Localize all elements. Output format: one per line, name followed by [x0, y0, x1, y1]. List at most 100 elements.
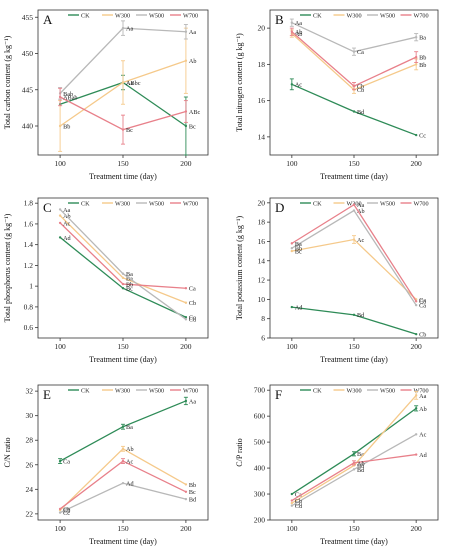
panel-b-xtick-label: 150	[348, 159, 360, 168]
panel-c-ylabel: Total phosphorus content (g kg⁻¹)	[3, 213, 12, 322]
panel-d-data-label-w500: Ab	[357, 208, 365, 215]
panel-d-ytick-label: 18	[258, 218, 266, 227]
panel-e-legend-label-ck: CK	[81, 387, 90, 394]
panel-d-point-ck	[414, 332, 418, 336]
panel-f-legend-label-ck: CK	[313, 387, 322, 394]
panel-b-data-label-w300: Ab	[295, 31, 303, 38]
panel-a-point-w300	[58, 124, 62, 128]
panel-c-point-ck	[184, 316, 188, 319]
panel-d-ytick-label: 16	[258, 237, 266, 246]
panel-e-xtick-label: 100	[54, 524, 66, 533]
panel-e-point-w500	[121, 481, 125, 485]
panel-d-data-label-w300: Ca	[419, 297, 426, 304]
panel-c-point-w500	[58, 208, 62, 211]
panel-a-data-label-ck: Aa	[126, 80, 133, 87]
panel-f-point-w500	[352, 468, 356, 471]
panel-d-point-w700	[414, 300, 418, 303]
panel-c-point-w500	[184, 318, 188, 321]
panel-e-xtick-label: 200	[180, 524, 192, 533]
panel-e-data-label-w500: Bd	[189, 497, 197, 504]
panel-b-data-label-ck: Bd	[357, 109, 365, 116]
panel-e-legend-label-w300: W300	[115, 387, 130, 394]
panel-e-point-w700	[121, 459, 125, 463]
panel-d-point-w500	[352, 209, 356, 212]
panel-f-series-line-w300	[291, 394, 417, 504]
panel-b-data-label-w300: Cb	[357, 87, 364, 94]
panel-e-ytick-label: 26	[26, 460, 34, 469]
panel-f-data-label-ck: Ab	[419, 406, 427, 413]
panel-f-ytick-label: 500	[254, 438, 266, 447]
panel-d-ytick-label: 12	[258, 276, 266, 285]
panel-d-data-label-w700: Aa	[357, 202, 364, 209]
panel-f-data-label-ck: Ca	[295, 491, 302, 498]
panel-f-ytick-label: 200	[254, 516, 266, 525]
panel-e-point-w500	[184, 497, 188, 501]
panel-a-legend-label-w700: W700	[183, 12, 198, 19]
panel-d-legend-label-w500: W500	[380, 200, 395, 207]
panel-a-ylabel: Total carbon content (g kg⁻¹)	[3, 35, 12, 129]
panel-b-point-w500	[290, 21, 294, 24]
panel-e-ytick-label: 30	[26, 411, 34, 420]
panel-f-ytick-label: 700	[254, 386, 266, 395]
panel-d-series-line-ck	[291, 306, 417, 335]
panel-b-point-ck	[290, 83, 294, 86]
panel-a-point-w300	[121, 81, 125, 84]
panel-f-legend-label-w300: W300	[347, 387, 362, 394]
panel-a-data-label-w300: Bb	[63, 123, 70, 130]
panel-e-point-ck	[58, 459, 62, 463]
panel-a-xlabel: Treatment time (day)	[89, 172, 157, 181]
panel-d-data-label-w300: Ac	[357, 237, 364, 244]
panel-f-legend-label-w500: W500	[380, 387, 395, 394]
panel-f-data-label-w700: Cb	[295, 498, 302, 505]
panel-a-point-w700	[58, 95, 62, 99]
panel-d-legend-label-w700: W700	[414, 200, 429, 207]
panel-f-point-w700	[352, 461, 356, 465]
panel-a-data-label-w300: ABbc	[126, 80, 141, 87]
panel-b-xtick-label: 100	[286, 159, 298, 168]
panel-b-point-w500	[414, 35, 418, 39]
panel-c-data-label-w700: Bb	[126, 281, 133, 288]
panel-b-legend-label-w700: W700	[414, 12, 429, 19]
panel-c-data-label-w700: Ca	[189, 286, 196, 293]
panel-b-legend-label-w300: W300	[347, 12, 362, 19]
panel-d-point-w700	[352, 203, 356, 206]
panel-a-point-w700	[121, 128, 125, 131]
panel-b-ytick-label: 14	[258, 132, 266, 141]
panel-f-xlabel: Treatment time (day)	[320, 537, 388, 546]
panel-d-data-label-w300: Bc	[295, 249, 302, 256]
panel-b-data-label-w700: Ab	[295, 29, 303, 36]
panel-b-xlabel: Treatment time (day)	[320, 172, 388, 181]
panel-c-ytick-label: 1.2	[24, 261, 34, 270]
panel-f-point-w300	[290, 501, 294, 505]
panel-d-ytick-label: 20	[258, 198, 266, 207]
panel-f-data-label-w700: Ad	[419, 452, 427, 459]
panel-d-series-line-w300	[291, 238, 417, 300]
panel-c-xlabel: Treatment time (day)	[89, 355, 157, 364]
panel-a-ytick-label: 440	[22, 122, 34, 131]
panel-d-point-ck	[290, 305, 294, 309]
panel-f-data-label-w300: Cc	[295, 501, 302, 508]
panel-b-legend-label-w500: W500	[380, 12, 395, 19]
panel-a-ytick-label: 450	[22, 49, 34, 58]
panel-e-data-label-w700: Ac	[126, 458, 133, 465]
panel-c-ytick-label: 1.8	[24, 199, 34, 208]
panel-b-point-w700	[414, 55, 418, 59]
panel-c-legend-label-w700: W700	[183, 200, 198, 207]
panel-c-point-w300	[121, 276, 125, 280]
panel-a-data-label-w700: ABab	[63, 94, 77, 101]
panel-b-point-ck	[414, 133, 418, 137]
panel-d-point-w300	[352, 238, 356, 241]
panel-f-point-w300	[414, 394, 418, 397]
panel-b-point-ck	[352, 110, 356, 113]
panel-d-data-label-w700: Ca	[419, 299, 426, 306]
panel-e-series-line-w300	[59, 448, 187, 511]
panel-f-ytick-label: 300	[254, 490, 266, 499]
panel-c-letter: C	[43, 200, 52, 215]
panel-c-xtick-label: 200	[180, 342, 192, 351]
panel-d-data-label-ck: Bd	[357, 312, 365, 319]
panel-f-letter: F	[275, 387, 282, 402]
panel-e-data-label-ck: Ca	[63, 458, 70, 465]
panel-f-xtick-label: 100	[286, 524, 298, 533]
panel-b-letter: B	[275, 12, 284, 27]
